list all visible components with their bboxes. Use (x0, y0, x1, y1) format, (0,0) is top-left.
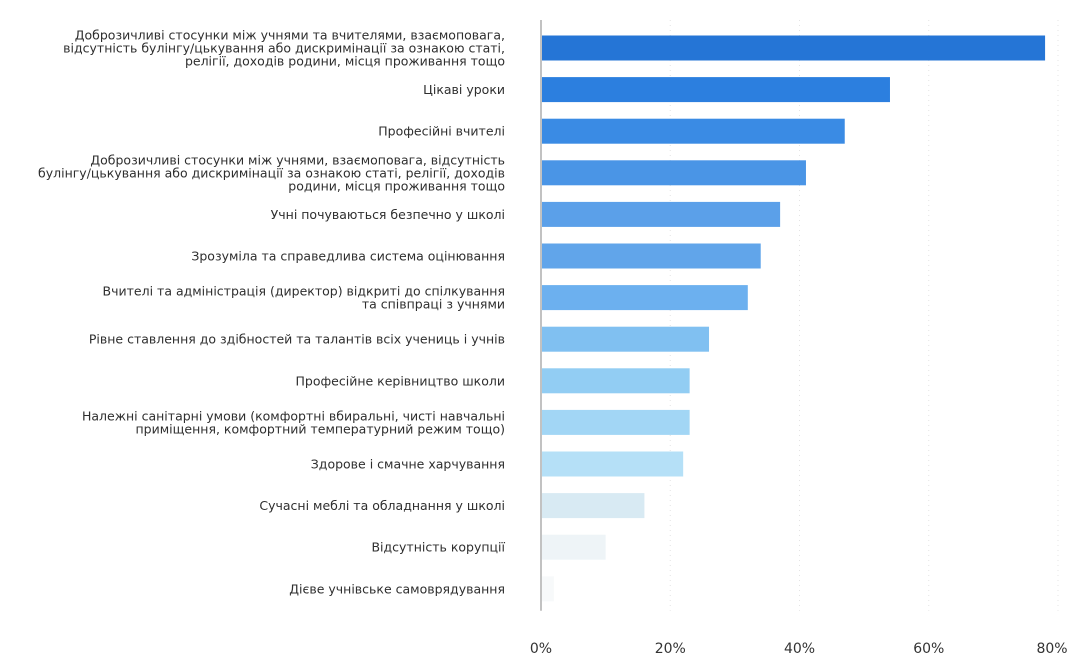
x-tick-label-2: 40% (784, 641, 815, 657)
category-label-7: Рівне ставлення до здібностей та таланті… (89, 332, 505, 347)
category-label-13-line-0: Дієве учнівське самоврядування (289, 581, 505, 596)
x-tick-label-4: 80% (1036, 641, 1067, 657)
bar-10 (542, 451, 684, 477)
bar-8 (542, 368, 690, 394)
bar-4 (542, 201, 781, 227)
category-label-1: Цікаві уроки (423, 82, 505, 97)
x-tick-label-3: 60% (913, 641, 944, 657)
bar-2 (542, 118, 845, 144)
category-label-9-line-0: Належні санітарні умови (комфортні вбира… (82, 408, 505, 423)
gridlines (669, 20, 1059, 611)
category-label-8-line-0: Професійне керівництво школи (295, 373, 505, 388)
bar-3 (542, 160, 806, 186)
bar-12 (542, 534, 606, 560)
bar-0 (542, 35, 1046, 61)
category-label-9-line-1: приміщення, комфортний температурний реж… (136, 421, 506, 436)
category-label-6-line-0: Вчителі та адміністрація (директор) відк… (103, 284, 505, 299)
category-label-11: Сучасні меблі та обладнання у школі (259, 498, 505, 513)
bar-13 (542, 576, 554, 602)
category-label-0: Доброзичливі стосунки між учнями та вчит… (63, 28, 505, 69)
category-label-3-line-1: булінгу/цькування або дискримінації за о… (38, 165, 505, 180)
category-label-13: Дієве учнівське самоврядування (289, 581, 505, 596)
category-label-2-line-0: Професійні вчителі (378, 124, 505, 139)
category-label-10-line-0: Здорове і смачне харчування (311, 457, 505, 472)
category-label-11-line-0: Сучасні меблі та обладнання у школі (259, 498, 505, 513)
bar-11 (542, 493, 645, 519)
bar-5 (542, 243, 761, 269)
x-tick-labels: 0% 20% 40% 60% 80% (530, 641, 1068, 657)
bar-1 (542, 77, 890, 103)
category-label-2: Професійні вчителі (378, 124, 505, 139)
category-label-0-line-2: релігії, доходів родини, місця проживанн… (185, 54, 505, 69)
category-label-6: Вчителі та адміністрація (директор) відк… (103, 284, 505, 312)
category-label-10: Здорове і смачне харчування (311, 457, 505, 472)
category-label-6-line-1: та співпраці з учнями (362, 297, 505, 312)
category-label-0-line-0: Доброзичливі стосунки між учнями та вчит… (75, 28, 505, 43)
category-label-7-line-0: Рівне ставлення до здібностей та таланті… (89, 332, 505, 347)
category-label-12: Відсутність корупції (371, 540, 505, 555)
category-label-3-line-2: родини, місця проживання тощо (288, 178, 505, 193)
category-label-3: Доброзичливі стосунки між учнями, взаємо… (38, 152, 505, 193)
bar-6 (542, 285, 748, 311)
category-label-4-line-0: Учні почуваються безпечно у школі (271, 207, 505, 222)
category-label-5: Зрозуміла та справедлива система оцінюва… (191, 249, 505, 264)
category-label-1-line-0: Цікаві уроки (423, 82, 505, 97)
bar-7 (542, 326, 710, 352)
category-label-9: Належні санітарні умови (комфортні вбира… (82, 408, 505, 436)
category-label-0-line-1: відсутність булінгу/цькування або дискри… (63, 41, 505, 56)
x-tick-label-0: 0% (530, 641, 552, 657)
category-label-4: Учні почуваються безпечно у школі (271, 207, 505, 222)
x-tick-label-1: 20% (655, 641, 686, 657)
bar-9 (542, 409, 690, 435)
category-label-12-line-0: Відсутність корупції (371, 540, 505, 555)
category-label-3-line-0: Доброзичливі стосунки між учнями, взаємо… (90, 152, 505, 167)
category-labels: Доброзичливі стосунки між учнями та вчит… (38, 28, 506, 597)
category-label-5-line-0: Зрозуміла та справедлива система оцінюва… (191, 249, 505, 264)
bars (542, 35, 1046, 602)
category-label-8: Професійне керівництво школи (295, 373, 505, 388)
